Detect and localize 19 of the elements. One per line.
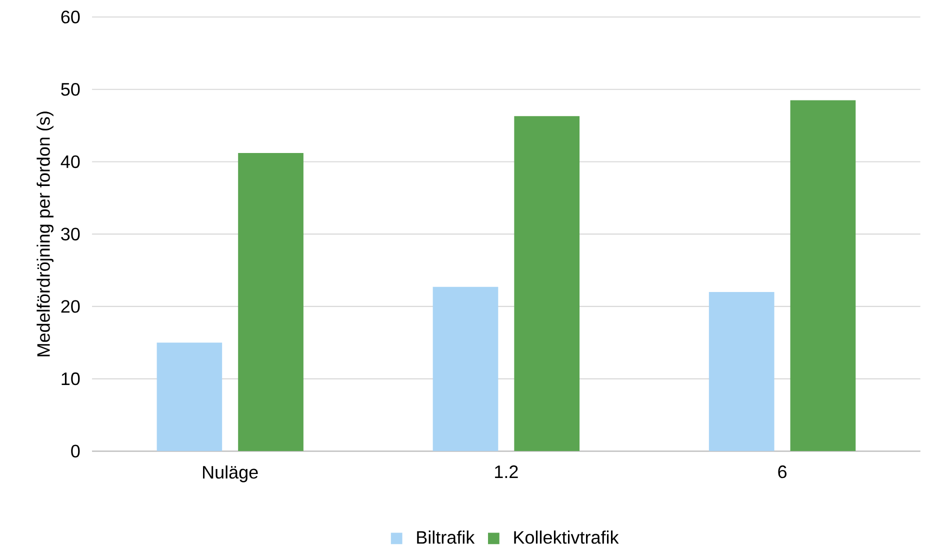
y-tick-label: 20 bbox=[61, 300, 80, 313]
y-tick-label: 50 bbox=[61, 82, 80, 96]
y-tick-label: 0 bbox=[71, 444, 80, 458]
x-tick-label: 6 bbox=[778, 465, 786, 478]
legend-label: Kollektivtrafik bbox=[514, 530, 619, 544]
y-axis-title: Medelfördröjning per fordon (s) bbox=[36, 112, 54, 356]
y-tick-label: 40 bbox=[60, 155, 80, 168]
bar bbox=[790, 100, 856, 452]
y-tick-label: 10 bbox=[62, 372, 80, 386]
bar bbox=[708, 292, 774, 452]
x-tick-label: 1.2 bbox=[495, 465, 518, 478]
bar bbox=[156, 342, 222, 452]
bar bbox=[514, 116, 580, 452]
x-tick-label: Nuläge bbox=[203, 465, 258, 482]
bar bbox=[238, 152, 304, 452]
legend-label: Biltrafik bbox=[417, 530, 475, 544]
bar bbox=[432, 286, 498, 452]
y-tick-label: 30 bbox=[61, 228, 80, 240]
y-tick-label: 60 bbox=[61, 10, 80, 24]
